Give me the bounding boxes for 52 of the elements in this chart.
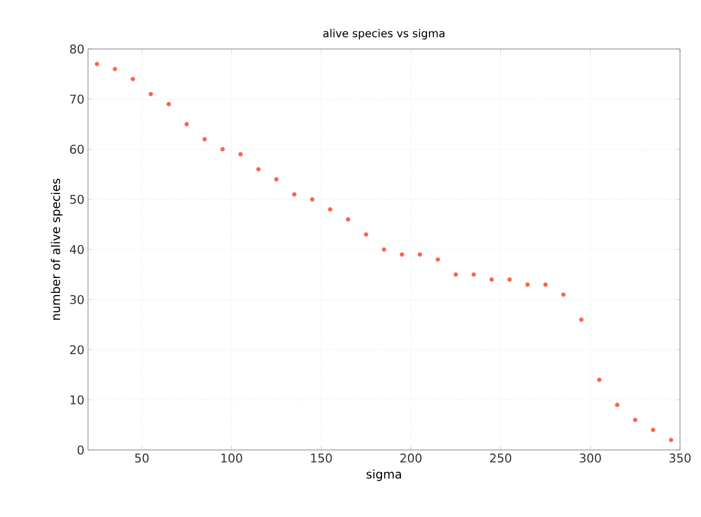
point [310,197,314,202]
point [328,207,332,212]
point [274,177,279,182]
point [525,282,530,287]
point [94,62,100,66]
x-tick-label: 300 [580,454,601,463]
point [668,438,674,442]
point [220,147,225,152]
point [112,66,118,72]
x-tick-label: 350 [670,454,691,463]
point [364,232,368,237]
x-tick-label: 150 [311,454,332,463]
point [238,152,243,156]
point [256,167,261,172]
point [454,272,458,277]
point [472,272,476,277]
y-tick-label: 0 [78,445,84,455]
x-tick-label: 50 [135,454,149,463]
y-tick-label: 30 [70,295,84,304]
point [292,192,297,197]
point [489,277,494,282]
point [346,217,350,222]
point [543,282,548,287]
y-tick-label: 70 [70,94,84,104]
point [507,277,512,282]
point [130,76,136,82]
y-tick-label: 40 [70,244,84,254]
y-tick-label: 50 [70,194,84,204]
point [579,317,584,322]
y-tick-label: 60 [70,144,84,154]
point [561,292,566,297]
point [418,252,422,257]
point [148,92,153,96]
y-tick-label: 80 [70,44,84,54]
y-tick-label: 20 [70,345,84,354]
point [382,247,386,252]
x-tick-label: 100 [221,454,242,463]
x-axis-title: sigma [366,469,401,481]
point [615,402,620,408]
point [632,418,638,422]
point [166,102,171,106]
x-tick-label: 200 [400,454,422,463]
point [400,252,404,257]
x-tick-label: 250 [490,454,512,463]
y-axis-title: number of alive species [50,178,62,320]
point [184,122,189,126]
chart-title: alive species vs sigma [323,28,444,40]
point [597,378,602,382]
y-tick-label: 10 [70,395,84,404]
point [202,137,207,142]
point [436,257,440,262]
point [650,428,656,432]
